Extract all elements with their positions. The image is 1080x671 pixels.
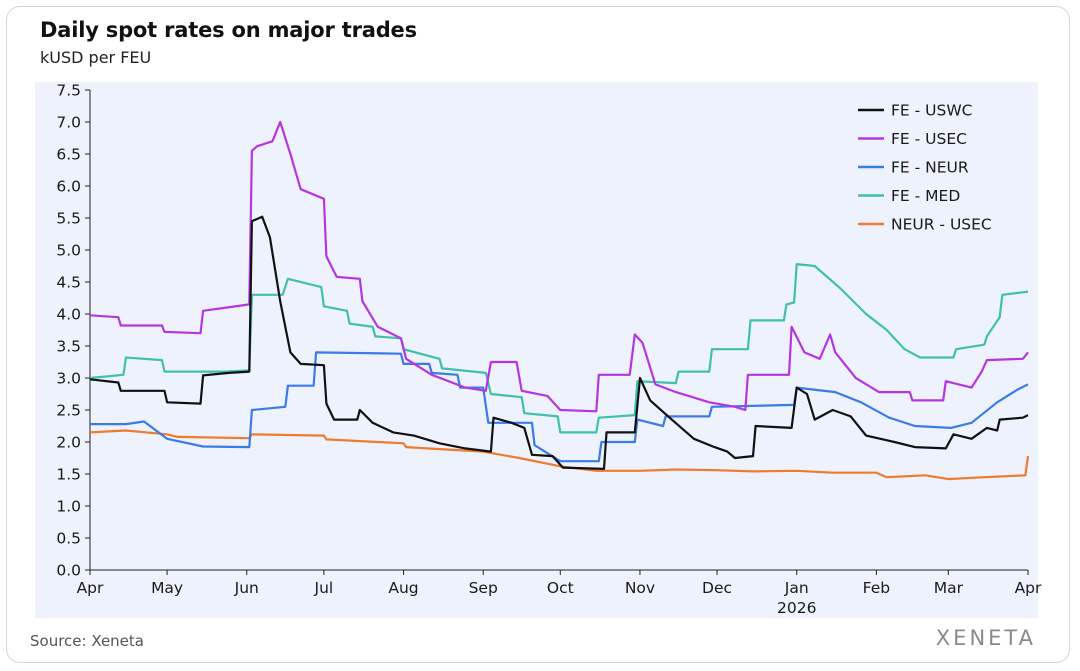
y-tick-label: 1.5 (56, 466, 81, 484)
x-tick-label: Apr (1015, 579, 1042, 597)
chart-subtitle: kUSD per FEU (40, 48, 152, 67)
y-axis: 0.0 0.5 1.0 1.5 2.0 2.5 3.0 3.5 4.0 4.5 5.0 5.5 6.0 6… (56, 82, 91, 580)
x-tick-label: Nov (625, 579, 655, 597)
x-tick-label: Sep (469, 579, 498, 597)
x-tick-label: Jul (314, 579, 334, 597)
x-tick-label: Aug (388, 579, 418, 597)
series-line-fe-neur (90, 351, 1029, 463)
y-tick-label: 3.0 (56, 370, 81, 388)
brand-logo: XENETA (935, 626, 1036, 650)
series-line-fe-med (89, 263, 1029, 434)
y-tick-label: 0.0 (56, 562, 81, 580)
y-tick-label: 2.5 (56, 402, 81, 420)
series-line-fe-usec (89, 120, 1029, 413)
chart-title: Daily spot rates on major trades (40, 18, 417, 42)
x-tick-label: Jan (784, 579, 809, 597)
x-tick-label: Jun (234, 579, 259, 597)
source-note: Source: Xeneta (30, 632, 144, 650)
y-tick-label: 5.5 (56, 210, 81, 228)
x-tick-label: Oct (547, 579, 574, 597)
legend-label: FE - USEC (891, 130, 967, 148)
y-tick-label: 4.0 (56, 306, 81, 324)
legend: FE - USWC FE - USEC FE - NEUR FE - MED NEUR … (858, 102, 992, 234)
y-tick-label: 7.5 (56, 82, 81, 100)
y-tick-label: 6.5 (56, 146, 81, 164)
y-tick-label: 3.5 (56, 338, 81, 356)
series-lines (89, 120, 1030, 481)
x-tick-label: May (151, 579, 183, 597)
y-tick-label: 2.0 (56, 434, 81, 452)
x-tick-year-label: 2026 (777, 599, 816, 617)
series-line-fe-uswc (89, 215, 1029, 470)
x-tick-label: Feb (863, 579, 890, 597)
x-tick-label: Dec (702, 579, 732, 597)
x-tick-label: Apr (77, 579, 104, 597)
y-tick-label: 5.0 (56, 242, 81, 260)
y-tick-label: 4.5 (56, 274, 81, 292)
y-tick-label: 6.0 (56, 178, 81, 196)
legend-label: FE - NEUR (891, 159, 969, 177)
x-axis: Apr May Jun Jul Aug Sep Oct Nov Dec Jan 2026 Feb Mar… (77, 569, 1042, 617)
legend-label: FE - USWC (891, 102, 973, 120)
legend-label: FE - MED (891, 187, 960, 205)
y-tick-label: 1.0 (56, 498, 81, 516)
y-tick-label: 0.5 (56, 530, 81, 548)
plot-area (35, 82, 1038, 618)
y-tick-label: 7.0 (56, 114, 81, 132)
legend-label: NEUR - USEC (891, 216, 992, 234)
x-tick-label: Mar (934, 579, 964, 597)
